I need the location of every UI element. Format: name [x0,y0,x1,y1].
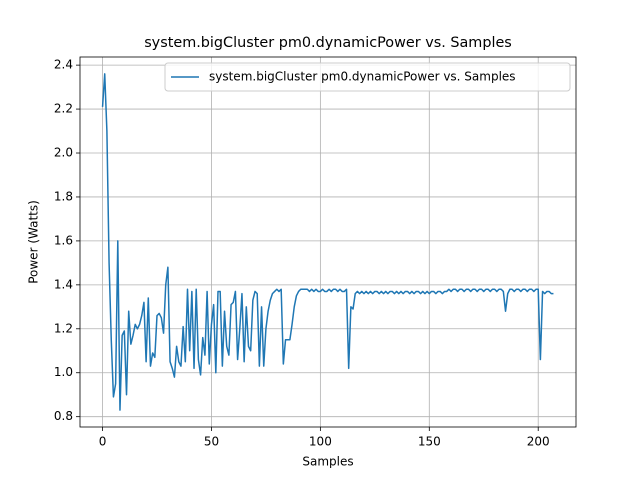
y-tick-label: 2.2 [54,102,73,116]
y-axis-label: Power (Watts) [27,200,41,284]
y-tick-label: 2.4 [54,58,73,72]
x-tick-label: 100 [309,435,332,449]
y-tick-label: 1.6 [54,233,73,247]
y-tick-label: 1.8 [54,189,73,203]
x-tick-label: 50 [204,435,219,449]
data-line [101,73,554,411]
chart-title: system.bigCluster pm0.dynamicPower vs. S… [144,35,512,51]
y-tick-label: 1.2 [54,321,73,335]
x-tick-label: 150 [418,435,441,449]
y-tick-label: 2.0 [54,146,73,160]
x-tick-label: 200 [527,435,550,449]
plot-frame [79,56,577,428]
y-tick-label: 0.8 [54,409,73,423]
legend-label: system.bigCluster pm0.dynamicPower vs. S… [209,70,516,84]
x-axis-label: Samples [302,455,353,469]
y-tick-label: 1.0 [54,365,73,379]
legend-box [164,62,571,92]
y-tick-label: 1.4 [54,277,73,291]
x-tick-label: 0 [99,435,107,449]
